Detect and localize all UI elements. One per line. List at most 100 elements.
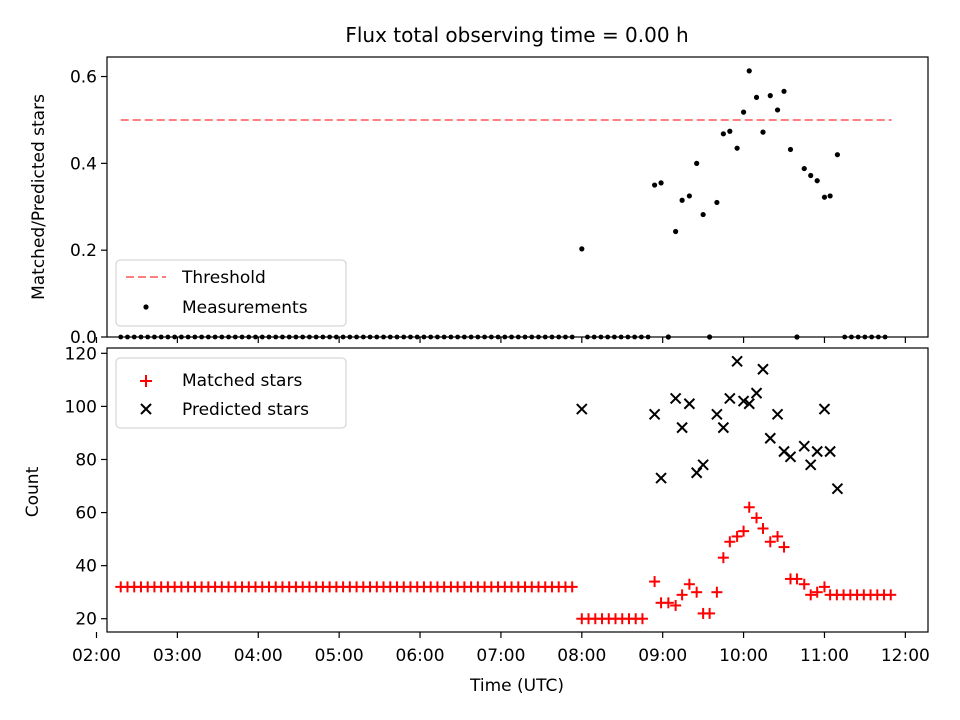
x-tick-label: 07:00 bbox=[476, 646, 525, 666]
bottom-y-tick-label: 60 bbox=[75, 504, 97, 524]
measurement-point bbox=[760, 129, 766, 135]
measurement-point bbox=[753, 94, 760, 100]
predicted-star-stroke bbox=[724, 392, 736, 405]
measurement-point bbox=[727, 128, 733, 134]
matched-star-point bbox=[764, 536, 776, 548]
predicted-star-stroke bbox=[655, 472, 667, 484]
top-plot-frame bbox=[106, 56, 929, 338]
matched-star-point bbox=[670, 599, 682, 611]
predicted-star-stroke bbox=[824, 445, 836, 458]
predicted-star-point bbox=[784, 451, 797, 463]
matched-legend-swatch bbox=[140, 375, 152, 387]
bottom-y-tick-label: 40 bbox=[75, 557, 97, 577]
top-y-tick-label: 0.6 bbox=[70, 68, 97, 88]
measurement-point bbox=[827, 193, 833, 199]
x-tick-label: 05:00 bbox=[315, 646, 364, 666]
predicted-star-stroke bbox=[576, 403, 588, 415]
bottom-plot-frame bbox=[106, 347, 929, 633]
x-tick-label: 03:00 bbox=[153, 646, 202, 666]
predicted-star-stroke bbox=[743, 398, 755, 410]
bottom-y-tick-label: 80 bbox=[75, 450, 97, 470]
measurement-point bbox=[734, 145, 740, 151]
matched-star-point bbox=[636, 613, 648, 625]
predicted-star-stroke bbox=[818, 403, 831, 415]
predicted-star-point bbox=[697, 459, 709, 471]
x-tick-label: 09:00 bbox=[638, 646, 687, 666]
measurement-point bbox=[808, 172, 814, 179]
predicted-star-point bbox=[690, 467, 703, 479]
predicted-star-stroke bbox=[648, 408, 661, 421]
predicted-star-stroke bbox=[798, 440, 810, 452]
predicted-legend-swatch bbox=[140, 403, 152, 415]
predicted-star-stroke bbox=[717, 421, 730, 434]
measurement-point bbox=[673, 228, 679, 235]
x-axis-label: Time (UTC) bbox=[469, 676, 564, 696]
top-y-tick-label: 0.4 bbox=[70, 154, 97, 174]
x-tick-label: 12:00 bbox=[881, 646, 930, 666]
bottom-plot: 20 40 60 80 100 120 02:00 03:00 04:00 05:00 06:00 0… bbox=[65, 344, 930, 666]
measurement-point bbox=[834, 152, 841, 158]
matched-star-point bbox=[704, 607, 716, 619]
bottom-legend-box bbox=[115, 357, 347, 429]
bottom-axes: 20 40 60 80 100 120 02:00 03:00 04:00 05:00 06:00 0… bbox=[65, 344, 930, 666]
predicted-star-point bbox=[824, 445, 836, 458]
measurement-point bbox=[767, 93, 773, 99]
top-y-tick-label: 0.0 bbox=[70, 328, 97, 348]
bottom-y-tick-label: 20 bbox=[75, 610, 97, 630]
predicted-star-stroke bbox=[676, 421, 688, 434]
predicted-star-point bbox=[676, 421, 688, 434]
predicted-star-stroke bbox=[669, 392, 682, 405]
bottom-y-tick-label: 120 bbox=[65, 344, 97, 364]
x-tick-label: 04:00 bbox=[234, 646, 283, 666]
measurements-legend-swatch bbox=[143, 304, 149, 310]
matched-star-point bbox=[566, 581, 578, 593]
predicted-star-point bbox=[669, 392, 682, 405]
predicted-star-point bbox=[711, 408, 723, 421]
predicted-star-stroke bbox=[731, 355, 743, 367]
matched-star-point bbox=[811, 586, 823, 598]
measurement-point bbox=[774, 107, 781, 113]
predicted-star-stroke bbox=[683, 398, 696, 410]
x-tick-label: 06:00 bbox=[396, 646, 445, 666]
predicted-legend-label: Predicted stars bbox=[182, 400, 309, 420]
predicted-star-point bbox=[743, 398, 755, 410]
measurement-point bbox=[579, 246, 585, 252]
matched-star-point bbox=[757, 522, 769, 534]
bottom-legend: Matched stars Predicted stars bbox=[115, 357, 347, 429]
matched-star-point bbox=[711, 586, 723, 598]
matched-star-point bbox=[751, 512, 763, 524]
measurement-point bbox=[821, 194, 828, 200]
measurement-point bbox=[781, 88, 787, 94]
matched-star-point bbox=[738, 525, 750, 537]
bottom-data-marks bbox=[115, 355, 897, 625]
x-tick-label: 10:00 bbox=[719, 646, 768, 666]
predicted-star-point bbox=[750, 387, 763, 399]
matched-star-point bbox=[731, 530, 743, 542]
predicted-star-point bbox=[737, 395, 750, 407]
predicted-star-stroke bbox=[771, 408, 784, 421]
predicted-star-stroke bbox=[784, 451, 797, 463]
chart-title: Flux total observing time = 0.00 h bbox=[345, 23, 688, 47]
predicted-star-point bbox=[757, 363, 769, 375]
predicted-star-point bbox=[576, 403, 588, 415]
matched-star-point bbox=[885, 589, 897, 601]
predicted-star-point bbox=[771, 408, 784, 421]
matched-star-point bbox=[691, 586, 703, 598]
matched-star-point bbox=[683, 578, 695, 590]
matched-star-point bbox=[724, 536, 736, 548]
measurement-point bbox=[801, 165, 807, 172]
threshold-legend-label: Threshold bbox=[181, 268, 266, 288]
predicted-star-point bbox=[818, 403, 831, 415]
matched-star-point bbox=[772, 530, 784, 542]
matched-star-point bbox=[778, 541, 790, 553]
matched-star-point bbox=[649, 576, 661, 588]
predicted-star-point bbox=[764, 432, 776, 444]
predicted-star-point bbox=[798, 440, 810, 452]
top-y-tick-label: 0.2 bbox=[70, 241, 97, 261]
matched-star-point bbox=[818, 581, 830, 593]
measurement-point bbox=[686, 193, 692, 199]
top-y-axis-label: Matched/Predicted stars bbox=[29, 94, 49, 300]
measurement-point bbox=[714, 199, 720, 206]
predicted-star-stroke bbox=[805, 459, 817, 471]
matched-star-point bbox=[717, 552, 729, 564]
